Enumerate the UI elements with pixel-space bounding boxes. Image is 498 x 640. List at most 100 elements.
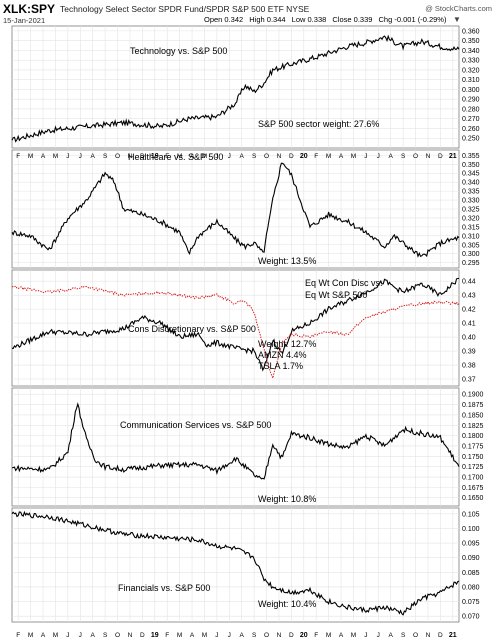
panel-frame [11, 387, 460, 507]
y-tick-label: 0.300 [462, 251, 480, 258]
y-tick-label: 0.330 [462, 198, 480, 205]
y-tick-label: 0.350 [462, 38, 480, 45]
x-tick-label-bottom: J [377, 632, 380, 639]
x-tick-label-bottom: M [53, 632, 58, 639]
y-tick-label: 0.100 [462, 526, 480, 533]
x-tick-label: O [264, 153, 269, 160]
x-tick-label-bottom: A [389, 632, 394, 639]
y-tick-label: 0.1875 [462, 402, 484, 409]
y-tick-label: 0.39 [462, 349, 476, 356]
x-tick-label-bottom: O [115, 632, 120, 639]
weight-note: Weight: 10.4% [258, 599, 316, 609]
holding-note: TSLA 1.7% [258, 361, 303, 371]
x-tick-label-bottom: S [252, 632, 257, 639]
quote-high: High 0.344 [249, 15, 286, 24]
x-tick-label: 21 [449, 153, 457, 160]
x-tick-label-bottom: F [314, 632, 318, 639]
y-tick-label: 0.290 [462, 97, 480, 104]
y-tick-label: 0.340 [462, 180, 480, 187]
x-tick-label-bottom: A [91, 632, 96, 639]
y-tick-label: 0.1750 [462, 454, 484, 461]
x-tick-label: S [103, 153, 108, 160]
y-tick-label: 0.090 [462, 555, 480, 562]
x-tick-label-bottom: M [177, 632, 182, 639]
x-tick-label-bottom: A [190, 632, 195, 639]
weight-note: Weight: 13.5% [258, 256, 316, 266]
y-tick-label: 0.1700 [462, 475, 484, 482]
overlay-series-line [11, 285, 460, 380]
x-tick-label: A [240, 153, 245, 160]
y-tick-label: 0.40 [462, 335, 476, 342]
y-tick-label: 0.330 [462, 58, 480, 65]
panel-title: Financials vs. S&P 500 [118, 583, 210, 593]
x-tick-label-bottom: N [128, 632, 133, 639]
x-tick-label-bottom: O [413, 632, 418, 639]
panel-title: Healthcare vs. S&P 500 [128, 152, 223, 162]
x-tick-label-bottom: M [326, 632, 331, 639]
y-tick-label: 0.41 [462, 321, 476, 328]
y-tick-label: 0.360 [462, 28, 480, 35]
y-tick-label: 0.075 [462, 599, 480, 606]
x-tick-label-bottom: F [16, 632, 20, 639]
x-tick-label-bottom: F [165, 632, 169, 639]
x-tick-label: J [364, 153, 367, 160]
x-tick-label: 19 [151, 153, 159, 160]
x-tick-label-bottom: M [351, 632, 356, 639]
weight-note: S&P 500 sector weight: 27.6% [258, 119, 379, 129]
x-tick-label: M [28, 153, 33, 160]
quote-open: Open 0.342 [204, 15, 244, 24]
x-tick-label: A [91, 153, 96, 160]
y-tick-label: 0.1800 [462, 433, 484, 440]
panel-title: Cons Discretionary vs. S&P 500 [128, 324, 256, 334]
y-tick-label: 0.345 [462, 171, 480, 178]
y-tick-label: 0.295 [462, 260, 480, 267]
x-tick-label: D [289, 153, 294, 160]
y-tick-label: 0.44 [462, 279, 476, 286]
y-tick-label: 0.1825 [462, 423, 484, 430]
x-tick-label: N [277, 153, 282, 160]
series-line [11, 34, 460, 143]
y-tick-label: 0.270 [462, 116, 480, 123]
y-tick-label: 0.37 [462, 377, 476, 384]
x-tick-label-bottom: 21 [449, 632, 457, 639]
weight-note: Weight: 12.7% [258, 339, 316, 349]
y-tick-label: 0.1650 [462, 495, 484, 502]
x-tick-label: D [438, 153, 443, 160]
x-tick-label-bottom: 20 [300, 632, 308, 639]
x-tick-label-bottom: J [66, 632, 69, 639]
weight-note: Weight: 10.8% [258, 494, 316, 504]
x-tick-label-bottom: D [289, 632, 294, 639]
quote-chg: Chg -0.001 (-0.29%) [378, 15, 447, 24]
x-tick-label: M [202, 153, 207, 160]
description: Technology Select Sector SPDR Fund/SPDR … [60, 4, 309, 14]
x-tick-label-bottom: A [41, 632, 46, 639]
x-tick-label: M [53, 153, 58, 160]
x-tick-label-bottom: A [339, 632, 344, 639]
y-tick-label: 0.250 [462, 136, 480, 143]
x-tick-label-bottom: S [103, 632, 108, 639]
y-tick-label: 0.335 [462, 189, 480, 196]
x-tick-label: S [401, 153, 406, 160]
y-tick-label: 0.350 [462, 162, 480, 169]
x-tick-label-bottom: D [438, 632, 443, 639]
description-text: Technology Select Sector SPDR Fund/SPDR … [60, 4, 284, 14]
y-tick-label: 0.43 [462, 293, 476, 300]
x-tick-label-bottom: M [202, 632, 207, 639]
panel-title: Communication Services vs. S&P 500 [120, 420, 271, 430]
exchange: NYSE [286, 4, 310, 14]
x-tick-label: N [128, 153, 133, 160]
x-tick-label: F [314, 153, 318, 160]
chart-date: 15-Jan-2021 [3, 16, 46, 25]
x-tick-label-bottom: J [364, 632, 367, 639]
x-tick-label-bottom: S [401, 632, 406, 639]
y-tick-label: 0.095 [462, 541, 480, 548]
panel-title: Technology vs. S&P 500 [130, 46, 227, 56]
x-tick-label: M [351, 153, 356, 160]
panel-frame [11, 25, 460, 149]
x-tick-label-bottom: N [277, 632, 282, 639]
y-tick-label: 0.105 [462, 511, 480, 518]
x-tick-label: F [16, 153, 20, 160]
x-tick-label: N [426, 153, 431, 160]
dropdown-caret-icon[interactable]: ▼ [453, 15, 461, 24]
